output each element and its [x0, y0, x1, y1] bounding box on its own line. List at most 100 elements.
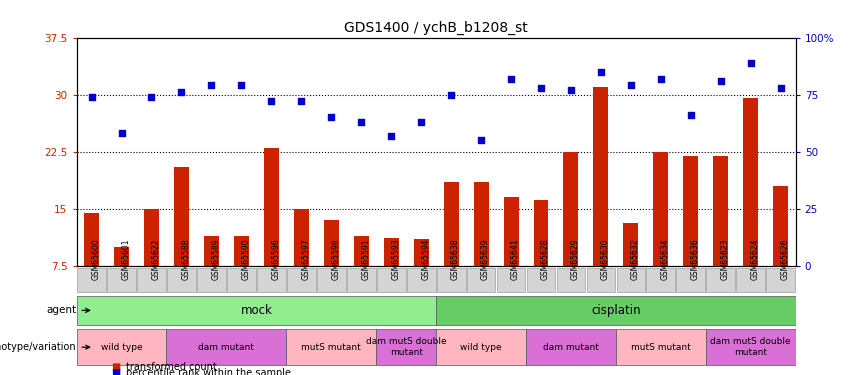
Bar: [774, 186, 788, 266]
Point: [145, 94, 158, 100]
Bar: [257, 268, 286, 292]
Bar: [436, 329, 526, 366]
Bar: [197, 268, 226, 292]
Text: GSM65601: GSM65601: [122, 238, 130, 280]
Point: [774, 85, 787, 91]
Bar: [204, 236, 219, 266]
Text: GSM65597: GSM65597: [301, 238, 311, 280]
Text: GSM65590: GSM65590: [242, 238, 250, 280]
Point: [174, 89, 188, 95]
Bar: [264, 148, 279, 266]
Bar: [287, 268, 316, 292]
Bar: [317, 268, 346, 292]
Bar: [683, 156, 699, 266]
Text: ■: ■: [111, 368, 120, 375]
Bar: [384, 238, 398, 266]
Bar: [437, 268, 465, 292]
Point: [204, 82, 218, 88]
Bar: [624, 222, 638, 266]
Text: GSM65629: GSM65629: [571, 238, 580, 280]
Bar: [167, 329, 286, 366]
Text: GSM65630: GSM65630: [601, 238, 610, 280]
Text: GSM65596: GSM65596: [271, 238, 280, 280]
Point: [744, 60, 757, 66]
Text: GSM65598: GSM65598: [331, 238, 340, 280]
Point: [714, 78, 728, 84]
Bar: [227, 268, 256, 292]
Text: ■: ■: [111, 362, 120, 372]
Text: GSM65626: GSM65626: [780, 238, 790, 280]
Bar: [167, 268, 196, 292]
Point: [444, 92, 458, 98]
Text: GSM65589: GSM65589: [211, 238, 220, 280]
Text: wild type: wild type: [460, 343, 502, 352]
Text: GSM65593: GSM65593: [391, 238, 400, 280]
Text: dam mutant: dam mutant: [198, 343, 254, 352]
Point: [115, 130, 129, 136]
Text: GSM65624: GSM65624: [751, 238, 760, 280]
Point: [684, 112, 698, 118]
Text: percentile rank within the sample: percentile rank within the sample: [126, 368, 291, 375]
Bar: [137, 268, 166, 292]
Point: [505, 76, 518, 82]
Text: mock: mock: [241, 304, 272, 317]
Title: GDS1400 / ychB_b1208_st: GDS1400 / ychB_b1208_st: [345, 21, 528, 35]
Bar: [174, 167, 189, 266]
Bar: [647, 268, 675, 292]
Point: [265, 99, 278, 105]
Text: cisplatin: cisplatin: [591, 304, 641, 317]
Point: [235, 82, 248, 88]
Bar: [736, 268, 765, 292]
Bar: [705, 329, 796, 366]
Bar: [443, 182, 459, 266]
Point: [324, 114, 338, 120]
Bar: [563, 152, 579, 266]
Bar: [294, 209, 309, 266]
Point: [474, 137, 488, 143]
Bar: [743, 98, 758, 266]
Text: dam mutS double
mutant: dam mutS double mutant: [711, 338, 791, 357]
Point: [654, 76, 668, 82]
Text: GSM65594: GSM65594: [421, 238, 430, 280]
Text: GSM65636: GSM65636: [691, 238, 700, 280]
Bar: [504, 197, 518, 266]
Point: [294, 99, 308, 105]
Bar: [586, 268, 615, 292]
Text: genotype/variation: genotype/variation: [0, 342, 89, 352]
Bar: [354, 236, 368, 266]
Point: [624, 82, 637, 88]
Bar: [286, 329, 376, 366]
Bar: [323, 220, 339, 266]
Bar: [677, 268, 705, 292]
Bar: [466, 268, 495, 292]
Text: wild type: wild type: [100, 343, 142, 352]
Bar: [713, 156, 728, 266]
Text: dam mutant: dam mutant: [543, 343, 599, 352]
Text: agent: agent: [47, 305, 89, 315]
Text: GSM65632: GSM65632: [631, 238, 640, 280]
Bar: [497, 268, 525, 292]
Bar: [77, 296, 437, 325]
Bar: [534, 200, 549, 266]
Point: [534, 85, 548, 91]
Text: GSM65634: GSM65634: [661, 238, 670, 280]
Bar: [77, 268, 106, 292]
Bar: [377, 268, 406, 292]
Bar: [376, 329, 436, 366]
Bar: [527, 268, 556, 292]
Point: [85, 94, 99, 100]
Text: mutS mutant: mutS mutant: [301, 343, 361, 352]
Bar: [347, 268, 375, 292]
Text: mutS mutant: mutS mutant: [631, 343, 691, 352]
Bar: [654, 152, 668, 266]
Text: GSM65600: GSM65600: [92, 238, 100, 280]
Text: GSM65639: GSM65639: [481, 238, 490, 280]
Bar: [114, 247, 129, 266]
Bar: [526, 329, 616, 366]
Bar: [557, 268, 585, 292]
Text: GSM65628: GSM65628: [541, 238, 550, 280]
Point: [594, 69, 608, 75]
Point: [564, 87, 578, 93]
Point: [385, 133, 398, 139]
Text: GSM65641: GSM65641: [511, 238, 520, 280]
